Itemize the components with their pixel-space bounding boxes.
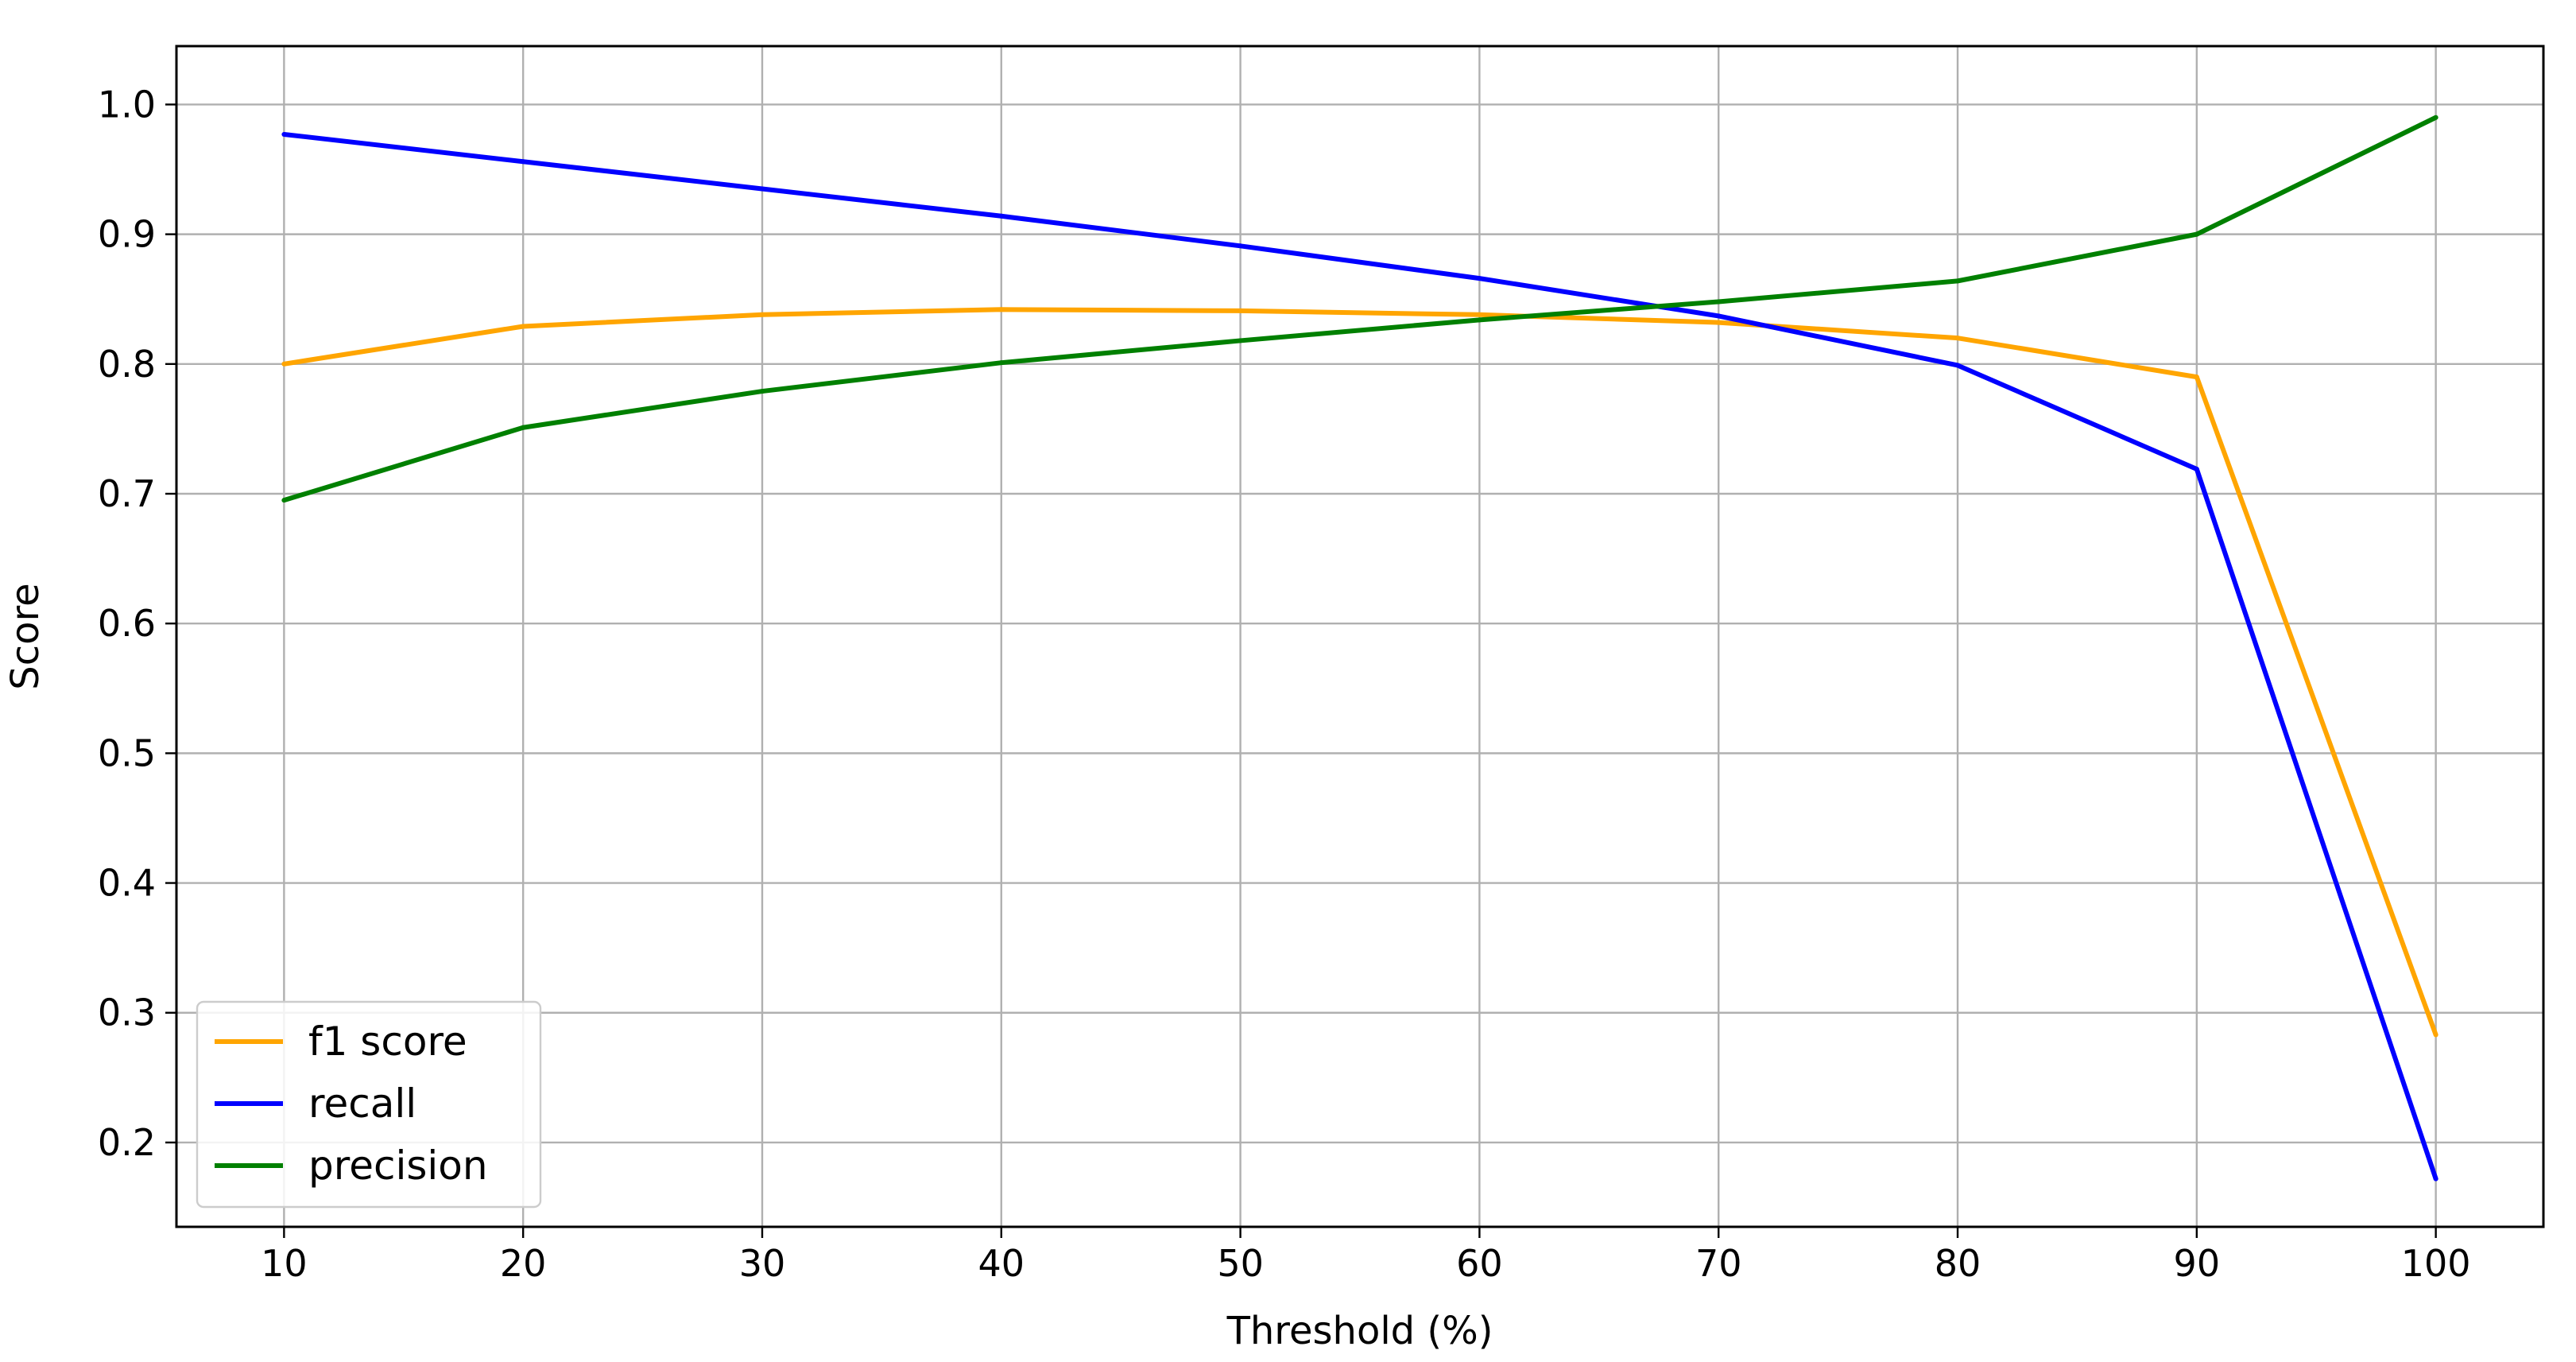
series-point-precision: [1238, 338, 1243, 343]
series-point-f1-score: [281, 361, 287, 367]
y-tick-label: 0.7: [98, 472, 156, 515]
series-point-precision: [1955, 278, 1961, 284]
series-line-f1-score: [283, 307, 2438, 1036]
x-tick-label: 10: [261, 1242, 308, 1285]
legend-label: f1 score: [308, 1019, 467, 1065]
series-lines: [281, 114, 2438, 1182]
y-axis-ticks: 0.2 0.3 0.4 0.5 0.6 0.7 0.8 0.9 1.0: [98, 83, 176, 1164]
series-point-recall: [759, 186, 765, 192]
x-tick-label: 80: [1935, 1242, 1981, 1285]
series-point-f1-score: [1955, 336, 1961, 341]
y-tick-label: 0.4: [98, 862, 156, 905]
series-point-recall: [2194, 466, 2199, 471]
x-tick-label: 40: [978, 1242, 1025, 1285]
y-tick-label: 0.6: [98, 602, 156, 645]
y-tick-label: 0.9: [98, 213, 156, 256]
x-tick-label: 100: [2401, 1242, 2471, 1285]
series-point-f1-score: [1238, 308, 1243, 313]
x-tick-label: 90: [2174, 1242, 2221, 1285]
series-point-precision: [2433, 114, 2438, 120]
series-point-f1-score: [1716, 320, 1722, 325]
series-line-precision: [283, 115, 2437, 503]
plot-frame: [175, 45, 2545, 1228]
legend-box: [196, 1000, 542, 1209]
series-point-recall: [1477, 276, 1482, 281]
series-point-precision: [998, 360, 1004, 366]
series-point-precision: [1716, 299, 1722, 305]
series-point-recall: [521, 159, 526, 165]
series-point-recall: [2433, 1176, 2438, 1182]
series-point-f1-score: [521, 324, 526, 329]
series-point-recall: [998, 213, 1004, 219]
series-point-recall: [1238, 243, 1243, 249]
series-point-precision: [1477, 317, 1482, 323]
y-tick-label: 0.2: [98, 1121, 156, 1164]
x-tick-label: 30: [739, 1242, 786, 1285]
y-tick-label: 0.5: [98, 731, 156, 774]
y-tick-label: 0.3: [98, 991, 156, 1034]
series-point-precision: [2194, 231, 2199, 237]
series-point-precision: [521, 425, 526, 430]
series-line-recall: [284, 131, 2438, 1180]
series-point-f1-score: [998, 307, 1004, 312]
legend: f1 score recall precision: [196, 1000, 542, 1209]
y-tick-label: 0.8: [98, 343, 156, 386]
series-point-recall: [1716, 313, 1722, 319]
x-tick-label: 20: [500, 1242, 547, 1285]
x-tick-label: 50: [1217, 1242, 1264, 1285]
series-point-precision: [759, 389, 765, 394]
series-point-precision: [281, 498, 287, 503]
y-axis-label: Score: [3, 583, 48, 689]
series-point-f1-score: [2194, 374, 2199, 380]
series-point-recall: [1955, 363, 1961, 368]
legend-label: precision: [308, 1143, 488, 1189]
series-point-f1-score: [2433, 1032, 2438, 1038]
x-tick-label: 70: [1695, 1242, 1742, 1285]
grid-lines: [176, 46, 2543, 1227]
series-point-recall: [281, 131, 287, 137]
series-point-f1-score: [1477, 312, 1482, 317]
legend-label: recall: [308, 1081, 416, 1127]
series-point-f1-score: [759, 312, 765, 317]
x-axis-label: Threshold (%): [1226, 1309, 1493, 1353]
x-axis-ticks: 10 20 30 40 50 60 70 80 90 100: [261, 1227, 2471, 1285]
y-tick-label: 1.0: [98, 83, 156, 126]
x-tick-label: 60: [1456, 1242, 1503, 1285]
